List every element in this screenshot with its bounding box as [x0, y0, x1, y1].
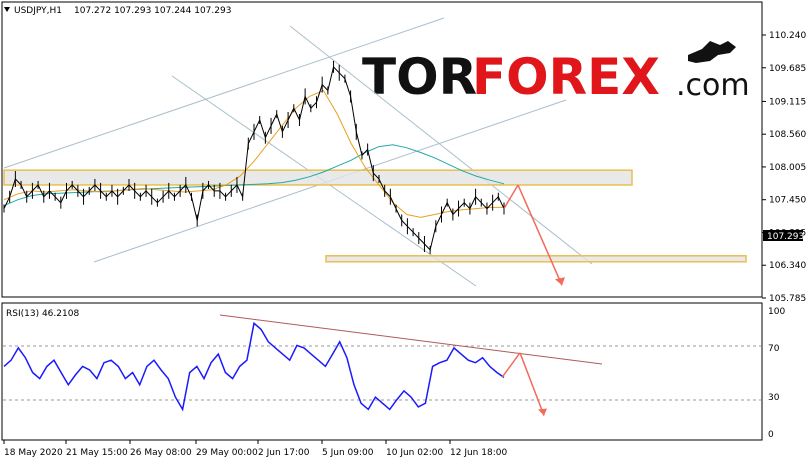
rsi-tick-label: 0	[768, 430, 774, 440]
price-tick-label: 108.560	[769, 130, 806, 140]
rsi-levels	[3, 345, 761, 401]
collapse-triangle-icon	[4, 7, 10, 12]
time-tick-label: 10 Jun 02:00	[386, 448, 443, 458]
rsi-panel-frame	[1, 302, 763, 441]
price-tick-label: 109.685	[769, 64, 806, 74]
instrument-label: USDJPY,H1	[14, 6, 62, 16]
rsi-tick-label: 70	[768, 344, 780, 354]
ma-fast-line	[3, 89, 504, 218]
rsi-tick-label: 30	[768, 393, 780, 403]
current-price-label: 107.293	[767, 232, 804, 242]
time-tick-label: 29 May 00:00	[196, 448, 258, 458]
price-forecast-arrows	[503, 184, 565, 286]
price-tick-label: 109.115	[769, 97, 806, 107]
price-tick-label: 106.340	[769, 261, 806, 271]
rsi-tick-label: 100	[768, 307, 785, 317]
current-price-tag: 107.293	[763, 230, 804, 242]
price-panel-frame	[1, 1, 763, 298]
ohlc-readout: 107.272 107.293 107.244 107.293	[74, 6, 231, 16]
time-tick-label: 5 Jun 09:00	[322, 448, 374, 458]
rsi-trend-line	[219, 314, 603, 365]
descending-line-2	[289, 25, 593, 265]
price-candles	[3, 60, 505, 254]
chart-header: USDJPY,H1 107.272 107.293 107.244 107.29…	[4, 6, 231, 16]
sr-zone	[325, 255, 747, 263]
watermark-com: .com	[676, 68, 750, 103]
sr-zone	[3, 169, 633, 186]
price-tick-label: 108.005	[769, 163, 806, 173]
rsi-forecast-segment	[519, 352, 545, 416]
time-tick-label: 12 Jun 18:00	[450, 448, 507, 458]
time-tick-label: 18 May 2020	[4, 448, 63, 458]
price-tick-label: 105.785	[769, 294, 806, 304]
rsi-forecast-segment	[501, 352, 521, 378]
price-tick-label: 110.240	[769, 31, 806, 41]
watermark-forex: FOREX	[472, 48, 660, 106]
forecast-arrow-segment	[517, 184, 563, 286]
rsi-forecast-head	[538, 408, 547, 416]
time-axis: 18 May 2020 21 May 15:00 26 May 08:00 29 Ma…	[3, 440, 507, 458]
ma-slow-line	[3, 144, 505, 207]
time-tick-label: 21 May 15:00	[66, 448, 128, 458]
rsi-axis: 100 70 30 0	[768, 307, 785, 440]
watermark-tor: TOR	[362, 48, 477, 106]
time-tick-label: 26 May 08:00	[130, 448, 192, 458]
rsi-label: RSI(13) 46.2108	[6, 309, 79, 319]
forecast-arrow-head	[555, 277, 565, 286]
rsi-forecast-arrows	[501, 352, 547, 416]
price-tick-label: 107.450	[769, 196, 806, 206]
bull-icon	[688, 41, 736, 63]
forecast-arrow-segment	[503, 184, 519, 209]
sr-zones	[3, 169, 747, 263]
rsi-series	[3, 321, 505, 412]
watermark-logo: TOR FOREX .com	[362, 41, 750, 106]
price-axis: 110.240 109.685 109.115 108.560 108.005 107.4…	[762, 31, 806, 304]
time-tick-label: 2 Jun 17:00	[258, 448, 310, 458]
channel-upper-line	[3, 17, 445, 169]
